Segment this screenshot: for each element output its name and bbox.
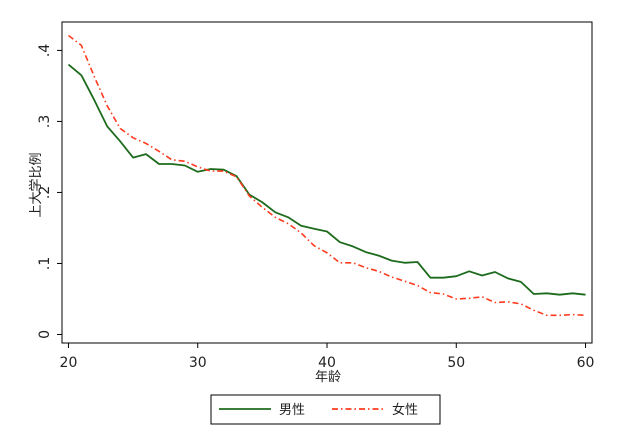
series-line-male (67, 63, 586, 296)
chart-axes: 20 30 40 50 60 0 .1 .2 .3 .4 (37, 21, 595, 371)
y-tick-label: .3 (37, 115, 53, 128)
x-tick-label: 20 (60, 355, 78, 371)
x-axis-title: 年龄 (315, 370, 341, 385)
x-tick-label: 30 (189, 355, 207, 371)
legend-label-female: 女性 (392, 402, 418, 418)
legend: 男性 女性 (210, 394, 441, 425)
series-line-female (68, 34, 586, 317)
y-tick-label: .1 (37, 257, 53, 270)
x-tick-label: 60 (577, 355, 595, 371)
plot-frame (61, 21, 593, 344)
y-tick-label: .4 (37, 44, 53, 57)
y-axis-title: 上大学比例 (28, 152, 44, 217)
x-tick-label: 50 (447, 355, 465, 371)
legend-label-male: 男性 (279, 403, 305, 418)
y-tick-label: 0 (37, 330, 53, 339)
x-tick-label: 40 (318, 355, 336, 371)
chart-series (67, 34, 586, 317)
y-tick-label: .2 (37, 186, 53, 199)
